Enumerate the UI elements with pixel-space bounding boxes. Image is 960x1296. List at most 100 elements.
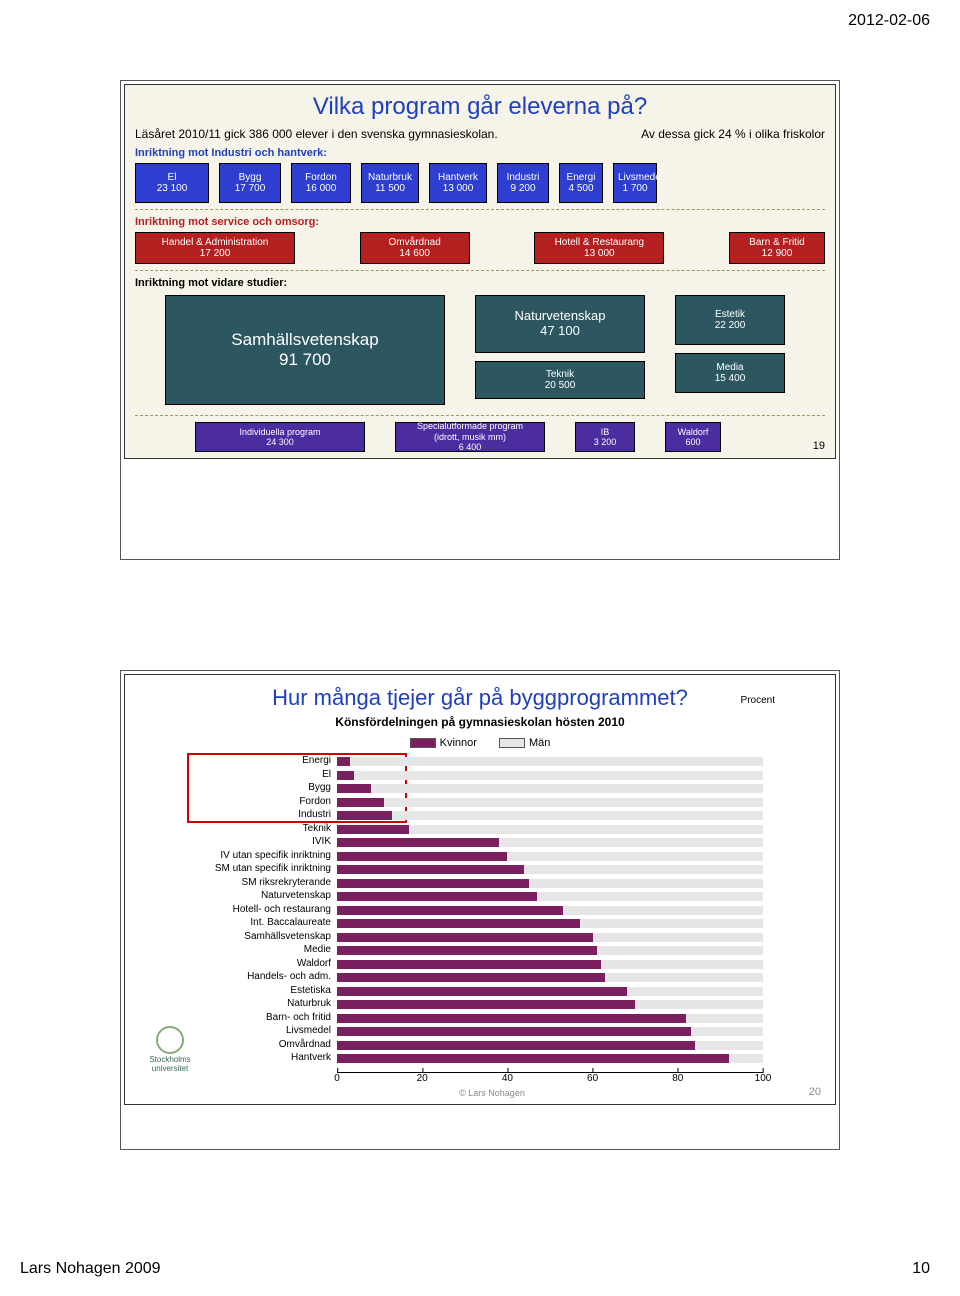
bar-row: Energi bbox=[337, 755, 763, 769]
box-specialutformade-program-idrott-musik-mm-: Specialutformade program(idrott, musik m… bbox=[395, 422, 545, 452]
bar-row: Barn- och fritid bbox=[337, 1012, 763, 1026]
section1-label: Inriktning mot Industri och hantverk: bbox=[135, 147, 825, 159]
bar-row: IVIK bbox=[337, 836, 763, 850]
bar-kvinnor bbox=[337, 1000, 635, 1009]
bar-label: Fordon bbox=[299, 796, 331, 807]
gender-chart: EnergiElByggFordonIndustriTeknikIVIKIV u… bbox=[337, 755, 763, 1072]
bar-row: Livsmedel bbox=[337, 1025, 763, 1039]
bar-kvinnor bbox=[337, 919, 580, 928]
bar-row: Naturvetenskap bbox=[337, 890, 763, 904]
page-number: 10 bbox=[912, 1260, 930, 1278]
bar-label: Samhällsvetenskap bbox=[244, 931, 331, 942]
bar-label: Estetiska bbox=[290, 985, 331, 996]
footer-author: Lars Nohagen 2009 bbox=[20, 1260, 161, 1278]
bar-row: Hantverk bbox=[337, 1052, 763, 1066]
bar-kvinnor bbox=[337, 906, 563, 915]
bar-row: Handels- och adm. bbox=[337, 971, 763, 985]
bar-row: SM utan specifik inriktning bbox=[337, 863, 763, 877]
bar-row: Waldorf bbox=[337, 958, 763, 972]
slide2-title: Hur många tjejer går på byggprogrammet? bbox=[137, 685, 823, 711]
tick: 40 bbox=[502, 1073, 513, 1084]
bar-label: Medie bbox=[304, 944, 331, 955]
bar-label: Waldorf bbox=[297, 958, 331, 969]
x-axis-label: Procent bbox=[741, 695, 775, 706]
box-ib: IB3 200 bbox=[575, 422, 635, 452]
bar-kvinnor bbox=[337, 811, 392, 820]
box-handel-administration: Handel & Administration17 200 bbox=[135, 232, 295, 264]
bar-man bbox=[337, 784, 763, 793]
bar-label: Teknik bbox=[303, 823, 331, 834]
slide2-credit: © Lars Nohagen bbox=[137, 1088, 847, 1098]
box-bygg: Bygg17 700 bbox=[219, 163, 281, 203]
bar-label: Bygg bbox=[308, 782, 331, 793]
bar-row: Teknik bbox=[337, 823, 763, 837]
box-hotell-restaurang: Hotell & Restaurang13 000 bbox=[534, 232, 664, 264]
box-estetik: Estetik 22 200 bbox=[675, 295, 785, 345]
bar-kvinnor bbox=[337, 771, 354, 780]
bar-kvinnor bbox=[337, 757, 350, 766]
bar-kvinnor bbox=[337, 784, 371, 793]
bar-row: IV utan specifik inriktning bbox=[337, 850, 763, 864]
bar-man bbox=[337, 798, 763, 807]
bar-row: Samhällsvetenskap bbox=[337, 931, 763, 945]
slide1-sub-right: Av dessa gick 24 % i olika friskolor bbox=[641, 127, 825, 141]
section3-label: Inriktning mot vidare studier: bbox=[135, 277, 825, 289]
tick: 60 bbox=[587, 1073, 598, 1084]
tick: 0 bbox=[334, 1073, 340, 1084]
legend-man: Män bbox=[529, 737, 550, 749]
slide2-sub: Könsfördelningen på gymnasieskolan höste… bbox=[137, 715, 823, 729]
slide-1: Vilka program går eleverna på? Läsåret 2… bbox=[120, 80, 840, 560]
box-barn-fritid: Barn & Fritid12 900 bbox=[729, 232, 825, 264]
bar-kvinnor bbox=[337, 960, 601, 969]
bar-row: Estetiska bbox=[337, 985, 763, 999]
bar-man bbox=[337, 771, 763, 780]
box-teknik: Teknik 20 500 bbox=[475, 361, 645, 399]
swatch-man bbox=[499, 738, 525, 748]
slide2-num: 20 bbox=[809, 1086, 821, 1098]
box-industri: Industri9 200 bbox=[497, 163, 549, 203]
legend-kvinnor: Kvinnor bbox=[440, 737, 477, 749]
bar-label: Omvårdnad bbox=[279, 1039, 331, 1050]
bar-kvinnor bbox=[337, 1027, 691, 1036]
box-fordon: Fordon16 000 bbox=[291, 163, 351, 203]
swatch-kvinnor bbox=[410, 738, 436, 748]
bar-row: El bbox=[337, 769, 763, 783]
bar-row: Industri bbox=[337, 809, 763, 823]
bar-kvinnor bbox=[337, 825, 409, 834]
tick: 100 bbox=[755, 1073, 772, 1084]
bar-kvinnor bbox=[337, 852, 507, 861]
bar-kvinnor bbox=[337, 838, 499, 847]
slide-2: Hur många tjejer går på byggprogrammet? … bbox=[120, 670, 840, 1150]
bar-row: Medie bbox=[337, 944, 763, 958]
bar-label: Energi bbox=[302, 755, 331, 766]
bar-kvinnor bbox=[337, 1014, 686, 1023]
page-date: 2012-02-06 bbox=[848, 12, 930, 30]
bar-label: IV utan specifik inriktning bbox=[220, 850, 331, 861]
bar-label: El bbox=[322, 769, 331, 780]
bar-label: Naturbruk bbox=[287, 998, 331, 1009]
slide1-sub-left: Läsåret 2010/11 gick 386 000 elever i de… bbox=[135, 127, 498, 141]
bar-row: Omvårdnad bbox=[337, 1039, 763, 1053]
bar-label: Int. Baccalaureate bbox=[250, 917, 331, 928]
box-natur: Naturvetenskap 47 100 bbox=[475, 295, 645, 353]
bar-kvinnor bbox=[337, 973, 605, 982]
row-other: Individuella program24 300 Specialutforma… bbox=[195, 422, 825, 452]
bar-kvinnor bbox=[337, 1041, 695, 1050]
bar-kvinnor bbox=[337, 879, 529, 888]
bar-row: SM riksrekryterande bbox=[337, 877, 763, 891]
bar-kvinnor bbox=[337, 987, 627, 996]
bar-kvinnor bbox=[337, 933, 593, 942]
bar-man bbox=[337, 811, 763, 820]
box-hantverk: Hantverk13 000 bbox=[429, 163, 487, 203]
section2-label: Inriktning mot service och omsorg: bbox=[135, 216, 825, 228]
box-individuella-program: Individuella program24 300 bbox=[195, 422, 365, 452]
bar-row: Fordon bbox=[337, 796, 763, 810]
bar-label: IVIK bbox=[312, 836, 331, 847]
box-omv-rdnad: Omvårdnad14 600 bbox=[360, 232, 470, 264]
bar-man bbox=[337, 757, 763, 766]
slide1-title: Vilka program går eleverna på? bbox=[135, 93, 825, 121]
bar-row: Int. Baccalaureate bbox=[337, 917, 763, 931]
tick: 20 bbox=[417, 1073, 428, 1084]
bar-label: Hantverk bbox=[291, 1052, 331, 1063]
bar-label: Naturvetenskap bbox=[261, 890, 331, 901]
